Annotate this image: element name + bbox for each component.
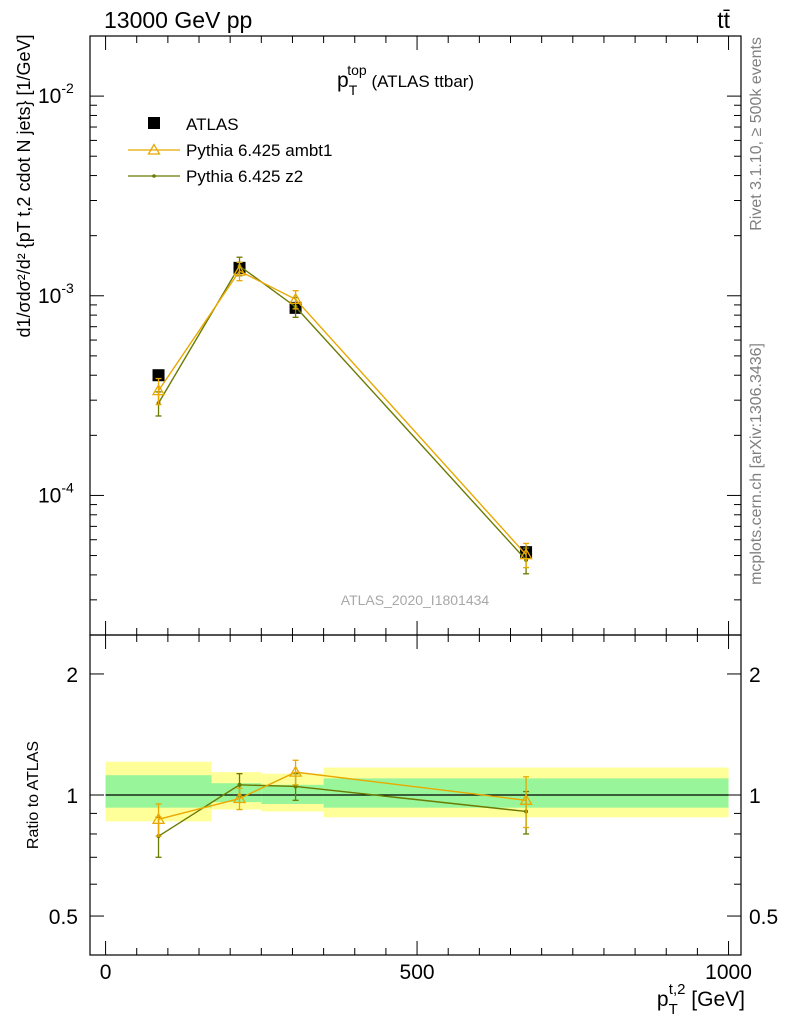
legend-label-z2: Pythia 6.425 z2	[186, 167, 303, 186]
ratio-y-tick-label-right: 1	[749, 785, 761, 808]
main-y-axis-label: d1/σdσ²/d² {pT t,2 cdot N jets} [1/GeV]	[14, 34, 34, 337]
ambt1-point	[288, 292, 303, 304]
legend-marker-atlas	[148, 117, 160, 129]
ratio-plot-frame	[89, 634, 742, 956]
main-panel: 10-2 10-3 10-4 pTtop (ATLAS ttbar) ATLAS_2…	[14, 34, 742, 636]
x-tick-label: 1000	[705, 961, 752, 984]
legend-label-atlas: ATLAS	[186, 115, 239, 134]
ambt1-point	[519, 547, 533, 560]
ratio-ambt1-point	[519, 793, 533, 805]
ratio-y-tick-label-right: 0.5	[749, 906, 778, 929]
z2-line	[157, 264, 527, 561]
ratio-data-layer	[151, 759, 533, 858]
legend: ATLAS Pythia 6.425 ambt1 Pythia 6.425 z2	[128, 115, 332, 186]
ratio-y-tick-label-left: 1	[66, 785, 78, 808]
ambt1-point	[232, 264, 247, 276]
ratio-y-axis-label: Ratio to ATLAS	[25, 741, 42, 849]
ratio-band-inner	[261, 784, 324, 804]
ratio-y-tick-label-right: 2	[749, 664, 761, 687]
x-tick-label: 0	[100, 961, 112, 984]
ratio-z2-point	[237, 782, 242, 787]
ambt1-point	[151, 383, 166, 396]
main-title: pTtop (ATLAS ttbar)	[337, 62, 474, 98]
x-axis-label: pTt,2 [GeV]	[657, 981, 745, 1018]
ratio-ambt1-line	[158, 771, 527, 820]
ratio-axis-ticks: 2 2 1 1 0.5 0.5 0 500 1000	[49, 635, 778, 984]
ratio-uncertainty-bands	[105, 761, 729, 822]
ratio-band-inner	[105, 775, 212, 808]
main-y-tick-label: 10-2	[38, 80, 74, 108]
x-tick-label: 500	[400, 961, 435, 984]
ratio-band-inner	[211, 783, 262, 803]
ambt1-line	[157, 270, 527, 556]
ratio-z2-point	[293, 784, 298, 789]
mcplots-note: mcplots.cern.ch [arXiv:1306.3436]	[748, 343, 765, 585]
analysis-watermark: ATLAS_2020_I1801434	[341, 592, 490, 608]
main-data-layer	[151, 256, 533, 575]
ratio-y-tick-label-left: 2	[66, 664, 78, 687]
main-axis-ticks: 10-2 10-3 10-4	[38, 35, 741, 636]
main-y-tick-label: 10-3	[38, 280, 74, 308]
header-process: tt̄	[717, 7, 730, 33]
legend-marker-ambt1	[147, 143, 161, 155]
ratio-y-tick-label-left: 0.5	[49, 906, 78, 929]
ratio-ambt1-point	[151, 812, 166, 824]
ratio-panel: 2 2 1 1 0.5 0.5 0 500 1000 Ratio to ATLAS pTt,2 …	[25, 634, 778, 1018]
ratio-ambt1-point	[288, 765, 303, 777]
ratio-ambt1-point	[232, 791, 247, 804]
rivet-version-note: Rivet 3.1.10, ≥ 500k events	[748, 37, 765, 231]
main-y-tick-label: 10-4	[38, 479, 74, 507]
header-energy: 13000 GeV pp	[104, 7, 252, 33]
legend-marker-z2	[152, 174, 156, 178]
legend-label-ambt1: Pythia 6.425 ambt1	[186, 141, 332, 160]
